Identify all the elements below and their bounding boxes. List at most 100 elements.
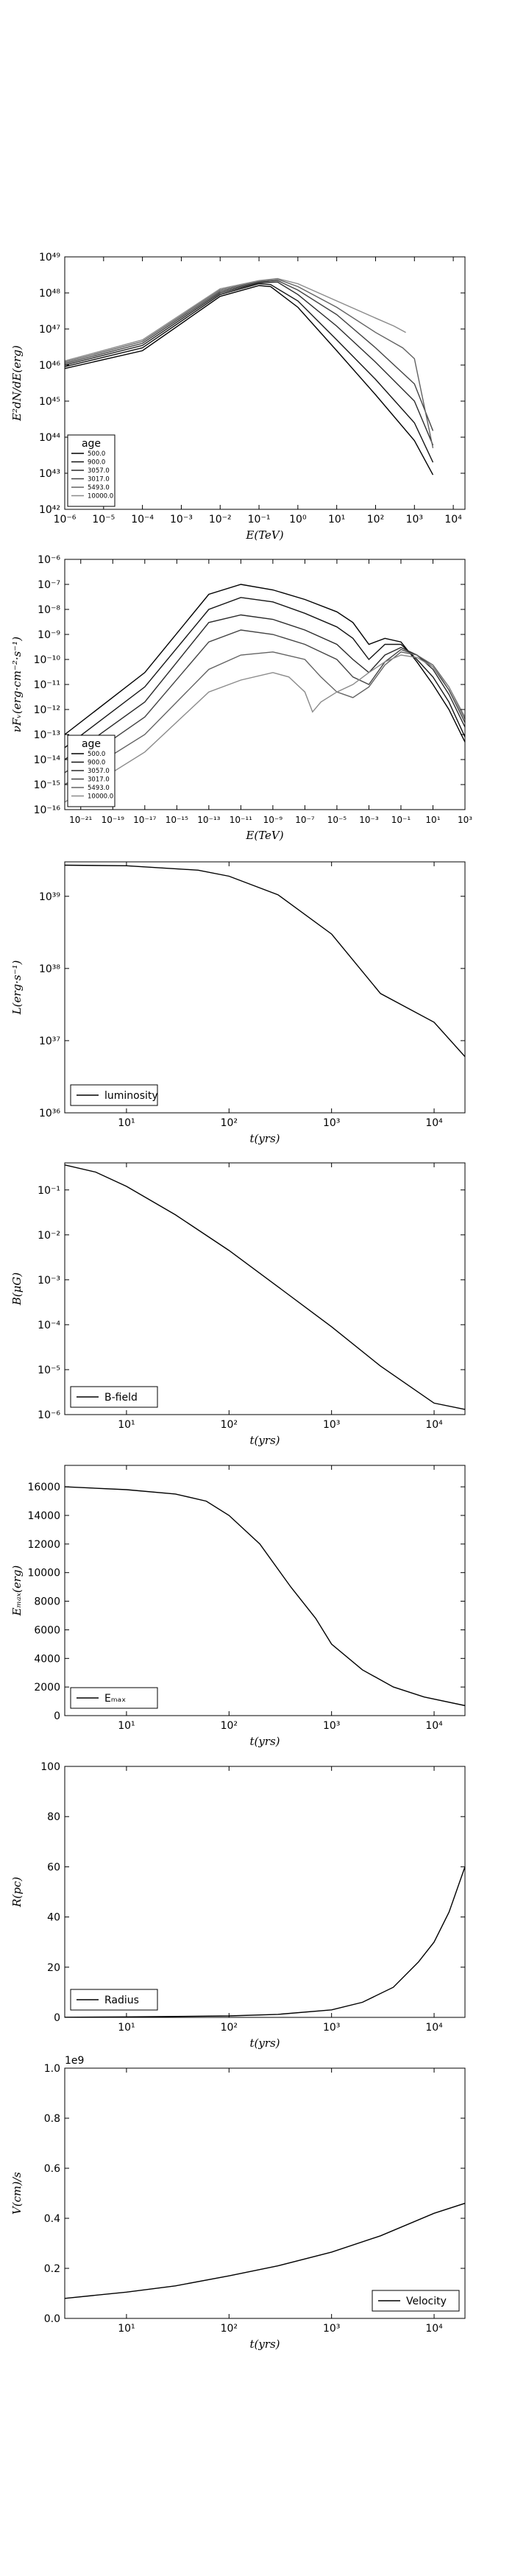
y-tick-label: 60 xyxy=(47,1861,60,1873)
x-tick-label: 10⁻¹⁵ xyxy=(166,815,188,825)
series-line-1 xyxy=(65,2202,465,2299)
x-tick-label: 10⁻¹ xyxy=(391,815,411,825)
series-line-1 xyxy=(65,1486,465,1707)
y-tick-label: 0.0 xyxy=(44,2313,60,2325)
x-tick-label: 10⁻⁴ xyxy=(131,514,154,526)
x-tick-label: 10² xyxy=(221,2323,238,2335)
y-tick-label: 4000 xyxy=(34,1653,60,1665)
x-tick-label: 10² xyxy=(221,2022,238,2034)
y-tick-label: 10³⁸ xyxy=(39,963,60,975)
y-tick-label: 10⁻⁷ xyxy=(38,579,60,591)
x-tick-label: 10³ xyxy=(406,514,423,526)
legend-box xyxy=(70,1989,158,2011)
legend-label: 10000.0 xyxy=(88,493,113,500)
series-line-5 xyxy=(65,651,465,785)
x-axis-label: t(yrs) xyxy=(249,1132,280,1145)
x-tick-label: 10³ xyxy=(323,2323,340,2335)
x-tick-label: 10⁴ xyxy=(425,1720,443,1732)
x-tick-label: 10⁻¹ xyxy=(248,514,271,526)
y-tick-label: 10³⁹ xyxy=(39,891,60,903)
legend-label: Velocity xyxy=(406,2296,447,2307)
y-tick-label: 10⁴⁷ xyxy=(39,324,60,336)
y-axis-label: E²dN/dE(erg) xyxy=(10,345,24,422)
series-line-3 xyxy=(65,614,465,760)
y-tick-label: 10⁴⁴ xyxy=(39,432,60,444)
x-axis-label: t(yrs) xyxy=(249,1434,280,1447)
y-tick-label: 10⁻⁶ xyxy=(38,554,60,566)
legend-label: B-field xyxy=(104,1392,138,1404)
legend-label: 3057.0 xyxy=(88,768,110,775)
x-tick-label: 10⁴ xyxy=(444,514,462,526)
plot-frame xyxy=(64,559,466,810)
legend-label: 5493.0 xyxy=(88,484,110,492)
y-tick-label: 10⁻² xyxy=(38,1230,60,1242)
plot-frame xyxy=(64,2067,466,2319)
series-line-1 xyxy=(65,285,434,475)
x-tick-label: 10² xyxy=(221,1117,238,1129)
series-group xyxy=(65,1866,465,2017)
y-tick-label: 10⁻¹³ xyxy=(34,729,60,741)
series-line-1 xyxy=(65,1164,465,1410)
y-tick-label: 80 xyxy=(47,1811,60,1823)
y-tick-label: 10⁻⁶ xyxy=(38,1409,60,1421)
y-tick-label: 10⁴⁵ xyxy=(39,396,60,408)
legend-label: 5493.0 xyxy=(88,785,110,792)
legend-box xyxy=(70,1084,158,1106)
chart-5: 10¹ 10² 10³ 10⁴ 0 2000 4000 6000 8000 10000 12000 1… xyxy=(10,1465,466,1748)
x-tick-label: 10⁴ xyxy=(425,1117,443,1129)
y-axis-label: V(cm)/s xyxy=(10,2172,24,2215)
x-tick-label: 10² xyxy=(367,514,384,526)
x-tick-label: 10¹ xyxy=(328,514,345,526)
legend: Eₘₐₓ xyxy=(70,1687,158,1709)
x-tick-label: 10³ xyxy=(323,2022,340,2034)
y-tick-label: 0 xyxy=(54,2012,60,2024)
y-tick-label: 10⁻¹⁵ xyxy=(34,779,60,791)
x-tick-label: 10⁰ xyxy=(289,514,307,526)
y-tick-label: 6000 xyxy=(34,1624,60,1636)
y-axis-label: L(erg·s⁻¹) xyxy=(10,960,24,1016)
series-line-1 xyxy=(65,1866,465,2017)
y-tick-label: 10⁻¹⁴ xyxy=(34,754,61,766)
x-tick-label: 10⁻⁵ xyxy=(92,514,115,526)
legend-label: Radius xyxy=(104,1995,139,2006)
y-tick-label: 0.6 xyxy=(44,2163,60,2175)
plot-frame xyxy=(64,1162,466,1415)
x-tick-label: 10⁻³ xyxy=(359,815,379,825)
x-tick-label: 10⁻¹³ xyxy=(197,815,220,825)
y-tick-label: 14000 xyxy=(27,1510,60,1522)
x-tick-label: 10⁻⁷ xyxy=(295,815,315,825)
legend-label: Eₘₐₓ xyxy=(104,1693,126,1705)
chart-6: 10¹ 10² 10³ 10⁴ 0 20 40 60 80 100 t(yrs) R(pc) Radiu… xyxy=(10,1761,466,2050)
y-tick-label: 10⁻¹¹ xyxy=(34,679,60,691)
x-tick-label: 10⁻⁵ xyxy=(327,815,347,825)
x-tick-label: 10³ xyxy=(323,1720,340,1732)
series-line-3 xyxy=(65,281,434,446)
series-group xyxy=(65,584,465,803)
legend: Velocity xyxy=(372,2290,460,2312)
y-tick-label: 10⁴² xyxy=(39,504,60,516)
y-tick-label: 0 xyxy=(54,1710,60,1722)
series-line-1 xyxy=(65,864,465,1058)
x-axis-label: t(yrs) xyxy=(249,2338,280,2351)
y-tick-label: 0.8 xyxy=(44,2113,60,2125)
x-tick-label: 10⁴ xyxy=(425,1419,443,1431)
y-tick-label: 10⁻¹² xyxy=(34,704,60,716)
y-tick-label: 10³⁶ xyxy=(39,1108,60,1119)
legend-label: 900.0 xyxy=(88,760,105,767)
y-axis-label: Eₘₐₓ(erg) xyxy=(10,1565,24,1617)
x-tick-label: 10⁴ xyxy=(425,2323,443,2335)
x-axis-label: E(TeV) xyxy=(245,829,283,842)
x-tick-label: 10⁻⁹ xyxy=(263,815,283,825)
y-tick-label: 10000 xyxy=(27,1568,60,1579)
legend: luminosity xyxy=(70,1084,158,1106)
x-tick-label: 10⁻² xyxy=(209,514,232,526)
x-tick-label: 10¹ xyxy=(118,1419,135,1431)
legend-label: 3017.0 xyxy=(88,776,110,784)
series-group xyxy=(65,1164,465,1410)
x-tick-label: 10⁻³ xyxy=(170,514,193,526)
y-axis-label: νFᵥ(erg·cm⁻²·s⁻¹) xyxy=(10,637,24,732)
x-tick-label: 10³ xyxy=(458,815,472,825)
